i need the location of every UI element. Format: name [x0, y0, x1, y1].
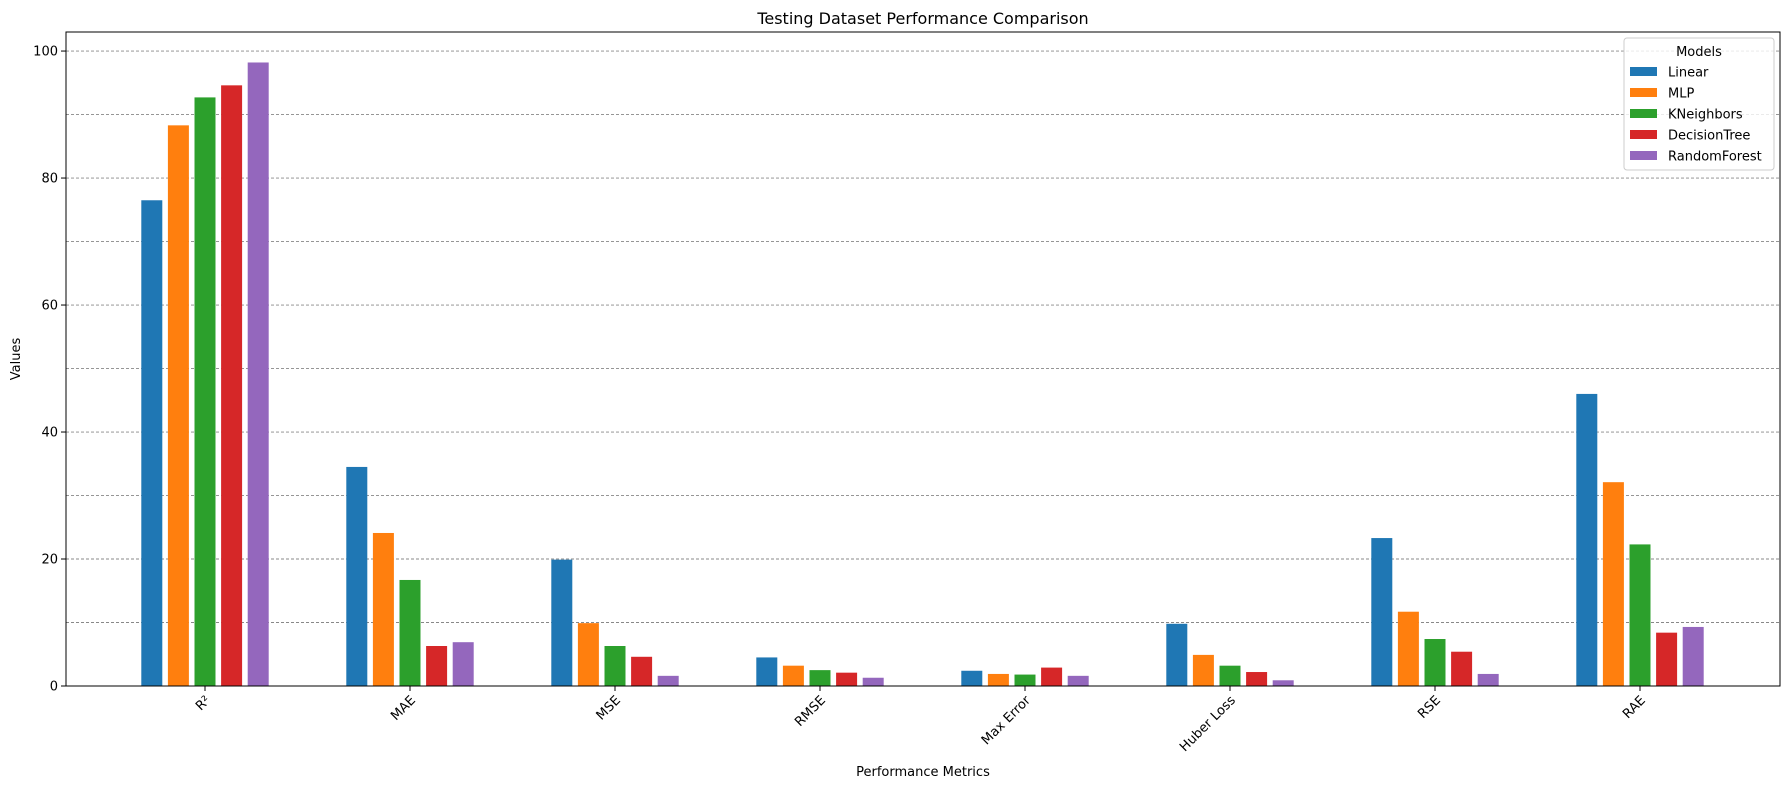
legend-items: Linear MLP KNeighbors DecisionTree RandomFor…	[1630, 66, 1762, 165]
bar-linear-7	[1371, 538, 1393, 686]
bars	[141, 62, 1704, 687]
bar-kneighbors-1	[194, 97, 216, 686]
bar-mlp-4	[782, 665, 804, 686]
chart-title: Testing Dataset Performance Comparison	[756, 9, 1088, 28]
bar-decisiontree-4	[836, 672, 858, 686]
bar-randomforest-7	[1477, 673, 1499, 686]
legend-label-linear: Linear	[1668, 66, 1709, 81]
legend-swatch-randomforest	[1630, 151, 1657, 160]
y-axis-ticks: 0 20 40 60 80 100	[33, 45, 66, 695]
bar-kneighbors-8	[1629, 544, 1651, 686]
legend-swatch-decisiontree	[1630, 130, 1657, 139]
bar-mlp-6	[1192, 654, 1214, 686]
bar-mlp-2	[372, 532, 394, 686]
y-tick-label: 80	[41, 172, 58, 187]
bar-kneighbors-4	[809, 670, 831, 686]
x-axis-label: Performance Metrics	[856, 765, 990, 780]
bar-mlp-8	[1602, 482, 1624, 686]
legend-label-mlp: MLP	[1668, 87, 1694, 102]
y-tick-label: 40	[41, 426, 58, 441]
bar-decisiontree-8	[1656, 632, 1678, 686]
bar-randomforest-4	[862, 677, 884, 686]
bar-randomforest-1	[247, 62, 269, 687]
plot-frame	[65, 31, 1781, 687]
bar-linear-1	[141, 200, 163, 686]
legend-swatch-mlp	[1630, 88, 1657, 97]
bar-decisiontree-7	[1451, 651, 1473, 686]
legend-label-decisiontree: DecisionTree	[1668, 129, 1750, 144]
bar-randomforest-2	[452, 642, 474, 686]
bar-randomforest-8	[1682, 626, 1704, 686]
bar-mlp-7	[1397, 611, 1419, 686]
bar-linear-5	[961, 670, 983, 686]
bar-linear-3	[551, 559, 573, 686]
bar-decisiontree-5	[1041, 667, 1063, 686]
bar-kneighbors-7	[1424, 639, 1446, 686]
legend-label-kneighbors: KNeighbors	[1668, 108, 1743, 123]
bar-kneighbors-2	[399, 579, 421, 686]
bar-kneighbors-6	[1219, 665, 1241, 686]
legend-box	[1623, 37, 1775, 171]
bar-kneighbors-5	[1014, 674, 1036, 686]
legend-swatch-kneighbors	[1630, 109, 1657, 118]
bar-decisiontree-3	[631, 656, 653, 686]
y-tick-label: 60	[41, 299, 58, 314]
y-axis-label: Values	[9, 338, 24, 381]
bar-linear-6	[1166, 623, 1188, 686]
y-tick-label: 20	[41, 553, 58, 568]
legend-title: Models	[1676, 45, 1722, 60]
bar-decisiontree-1	[221, 85, 243, 687]
legend-label-randomforest: RandomForest	[1668, 150, 1762, 165]
bar-linear-8	[1576, 393, 1598, 686]
bar-mlp-3	[577, 623, 599, 686]
bar-decisiontree-6	[1246, 672, 1268, 686]
bar-randomforest-3	[657, 675, 679, 686]
bar-randomforest-6	[1272, 680, 1294, 686]
bar-mlp-5	[987, 673, 1009, 686]
bar-linear-4	[756, 657, 778, 686]
bar-mlp-1	[167, 125, 189, 687]
bar-kneighbors-3	[604, 646, 626, 686]
bar-randomforest-5	[1067, 675, 1089, 686]
legend-swatch-linear	[1630, 67, 1657, 76]
legend: Models Linear MLP KNeighbors DecisionTree Ra…	[1623, 37, 1775, 171]
bar-decisiontree-2	[426, 646, 448, 686]
y-tick-label: 100	[33, 45, 58, 60]
bar-linear-2	[346, 466, 368, 686]
y-tick-label: 0	[50, 680, 58, 695]
